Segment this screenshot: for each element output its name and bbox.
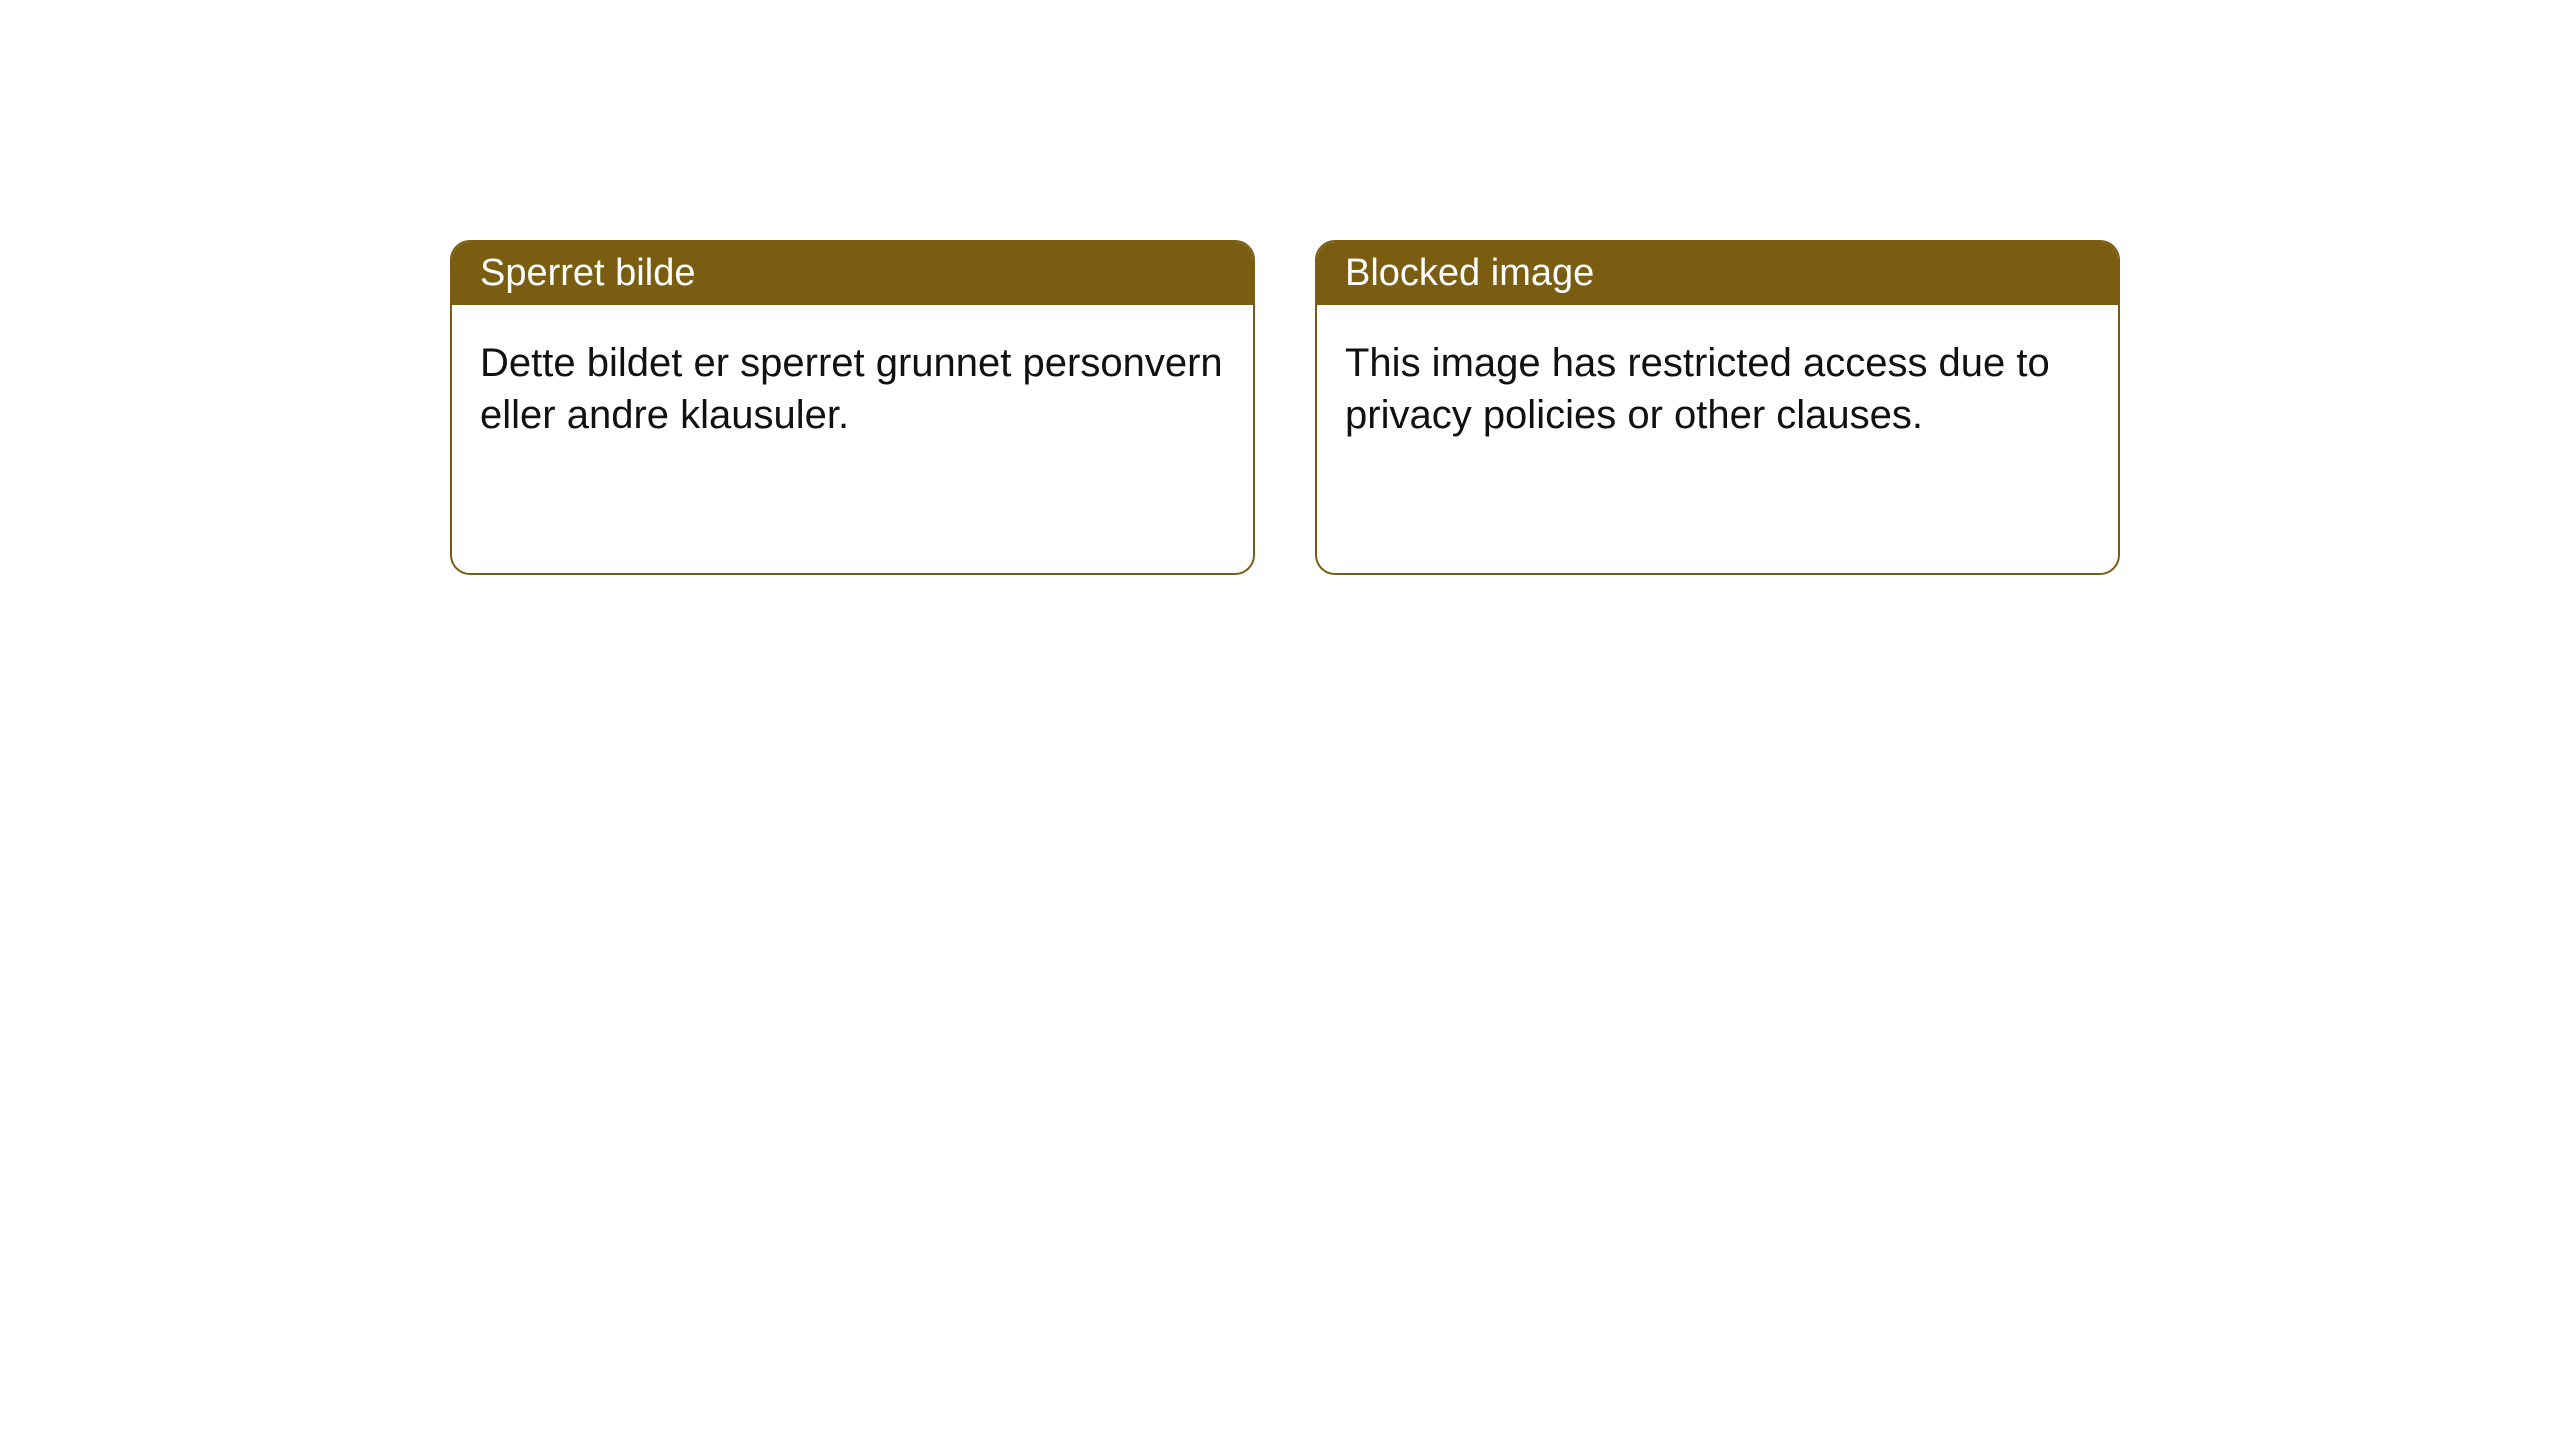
card-header: Blocked image [1317, 242, 2118, 305]
card-header: Sperret bilde [452, 242, 1253, 305]
card-body-text: Dette bildet er sperret grunnet personve… [480, 341, 1223, 437]
notice-card-english: Blocked image This image has restricted … [1315, 240, 2120, 575]
card-title: Blocked image [1345, 252, 1594, 294]
card-body: This image has restricted access due to … [1317, 305, 2118, 473]
notice-card-norwegian: Sperret bilde Dette bildet er sperret gr… [450, 240, 1255, 575]
card-body: Dette bildet er sperret grunnet personve… [452, 305, 1253, 473]
notice-container: Sperret bilde Dette bildet er sperret gr… [450, 240, 2120, 575]
card-body-text: This image has restricted access due to … [1345, 341, 2050, 437]
card-title: Sperret bilde [480, 252, 695, 294]
